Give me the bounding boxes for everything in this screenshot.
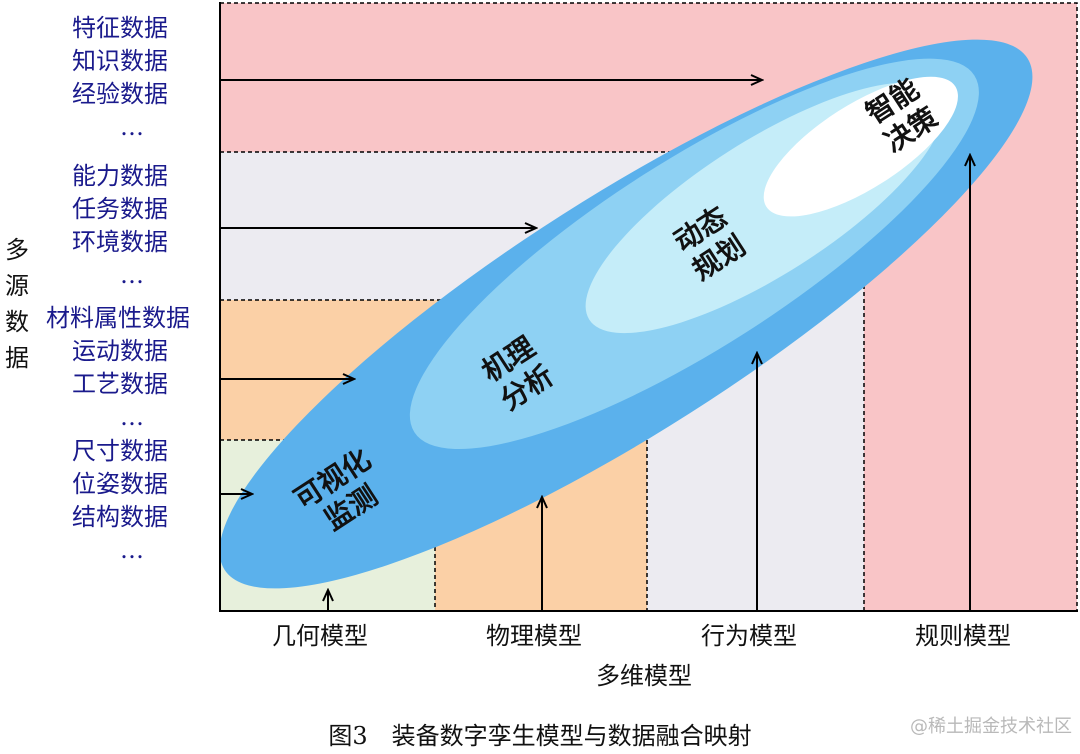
data-group-4: 尺寸数据 位姿数据 结构数据 … — [72, 435, 168, 567]
data-item: 能力数据 — [72, 162, 168, 190]
fusion-ellipses — [219, 39, 1033, 589]
x-category-geometry: 几何模型 — [272, 622, 368, 650]
figure-caption: 图3 装备数字孪生模型与数据融合映射 — [328, 722, 752, 750]
x-axis-label: 多维模型 — [596, 662, 692, 690]
data-item: 位姿数据 — [72, 470, 168, 498]
data-item: 尺寸数据 — [72, 437, 168, 465]
data-item: 特征数据 — [72, 14, 168, 42]
data-group-3: 材料属性数据 运动数据 工艺数据 … — [46, 302, 190, 434]
model-arrows — [328, 155, 970, 611]
y-axis-label-char: 据 — [5, 344, 29, 372]
data-item: 工艺数据 — [72, 370, 168, 398]
x-category-rule: 规则模型 — [915, 622, 1011, 650]
data-group-2: 能力数据 任务数据 环境数据 … — [72, 160, 168, 292]
watermark: @稀土掘金技术社区 — [910, 716, 1072, 737]
x-category-physics: 物理模型 — [486, 622, 582, 650]
data-item: 环境数据 — [72, 228, 168, 256]
data-item: 材料属性数据 — [46, 304, 190, 332]
data-arrows — [220, 80, 762, 494]
ellipse-intelligent-decision — [763, 76, 958, 217]
ellipsis: … — [120, 536, 144, 564]
data-item: 任务数据 — [72, 195, 168, 223]
data-item: 结构数据 — [72, 503, 168, 531]
data-item: 知识数据 — [72, 47, 168, 75]
y-axis-label-char: 多 — [5, 236, 29, 264]
y-axis-label-char: 源 — [5, 272, 29, 300]
y-axis-label: 多源数据 — [4, 232, 30, 376]
x-category-behavior: 行为模型 — [701, 622, 797, 650]
ellipsis: … — [120, 113, 144, 141]
data-item: 经验数据 — [72, 80, 168, 108]
data-item: 运动数据 — [72, 337, 168, 365]
ellipsis: … — [120, 261, 144, 289]
y-axis-label-char: 数 — [5, 308, 29, 336]
ellipsis: … — [120, 403, 144, 431]
data-group-1: 特征数据 知识数据 经验数据 … — [72, 12, 168, 144]
